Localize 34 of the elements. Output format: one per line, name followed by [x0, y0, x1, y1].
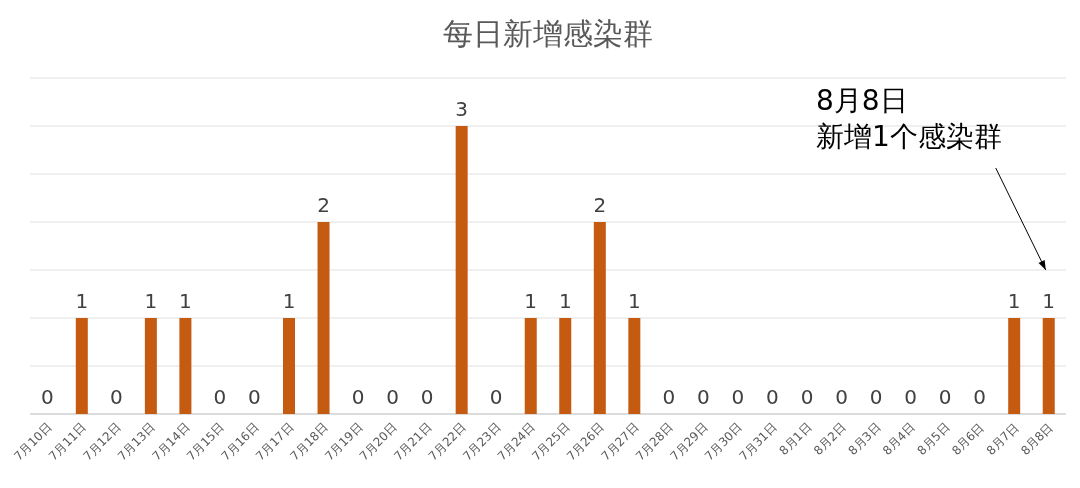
data-label: 0 [731, 385, 745, 409]
data-label: 0 [351, 385, 365, 409]
data-label: 1 [144, 289, 158, 313]
data-label: 0 [420, 385, 434, 409]
annotation: 8月8日 [816, 84, 908, 117]
data-label: 1 [282, 289, 296, 313]
data-label: 3 [455, 97, 469, 121]
data-label: 0 [973, 385, 987, 409]
data-label: 0 [800, 385, 814, 409]
title: 每日新增感染群 [443, 16, 653, 51]
data-label: 0 [938, 385, 952, 409]
data-label: 2 [317, 193, 330, 217]
annotation: 新增1个感染群 [816, 120, 1002, 153]
data-label: 0 [904, 385, 917, 409]
data-label: 1 [1042, 289, 1056, 313]
data-label: 1 [558, 289, 572, 313]
data-label: 0 [697, 385, 710, 409]
data-label: 0 [489, 385, 503, 409]
data-label: 1 [627, 289, 641, 313]
data-label: 0 [109, 385, 123, 409]
data-label: 0 [835, 385, 848, 409]
data-label: 1 [75, 289, 89, 313]
data-label: 0 [213, 385, 227, 409]
data-label: 0 [662, 385, 676, 409]
data-label: 1 [1007, 289, 1021, 313]
data-label: 0 [766, 385, 779, 409]
x-tick-label: 8月1日 [776, 420, 815, 458]
data-label: 1 [524, 289, 538, 313]
data-label: 0 [869, 385, 883, 409]
data-label: 0 [248, 385, 261, 409]
data-label: 0 [386, 385, 399, 409]
data-label: 1 [179, 289, 192, 313]
data-label: 0 [40, 385, 54, 409]
data-label: 2 [593, 193, 607, 217]
